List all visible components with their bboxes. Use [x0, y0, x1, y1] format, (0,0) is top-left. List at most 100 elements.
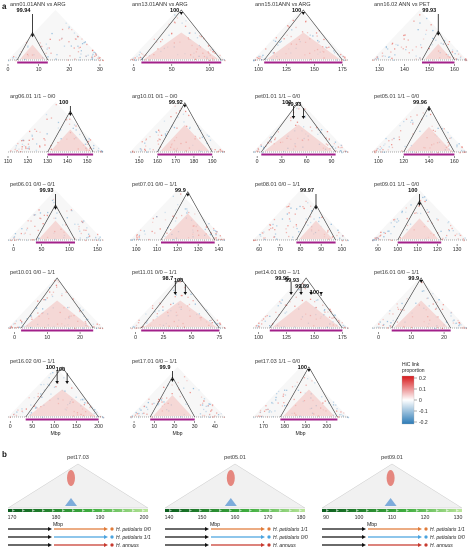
heatmap-cell: [256, 150, 258, 152]
heatmap-cell: [200, 396, 203, 398]
heatmap-cell: [462, 151, 464, 154]
heatmap-cell: [269, 315, 271, 317]
heatmap-cell: [283, 402, 285, 404]
heatmap-cell: [372, 239, 374, 242]
heatmap-cell: [146, 151, 148, 153]
heatmap-cell: [76, 35, 79, 37]
heatmap-cell: [343, 59, 345, 62]
x-tick-label: 10: [151, 424, 157, 430]
heatmap-cell: [52, 372, 54, 374]
heatmap-cell: [84, 321, 86, 323]
heatmap-cell: [185, 110, 187, 113]
heatmap-cell: [57, 141, 59, 144]
x-tick-label: 0: [377, 335, 380, 341]
heatmap-cell: [383, 236, 385, 238]
inversion-bar: [261, 153, 336, 156]
heatmap-cell: [331, 317, 333, 319]
heatmap-cell: [173, 21, 176, 23]
heatmap-cell: [323, 38, 325, 41]
x-tick-label: 200: [323, 424, 332, 430]
heatmap-cell: [164, 133, 167, 135]
heatmap-cell: [46, 48, 48, 50]
heatmap-cell: [264, 238, 266, 241]
heatmap-cell: [375, 239, 377, 241]
heatmap-cell: [381, 55, 384, 57]
segment-arrowhead: [104, 535, 108, 539]
heatmap-cell: [131, 58, 133, 61]
heatmap-cell: [93, 51, 95, 53]
heatmap-cell: [177, 381, 179, 384]
heatmap-cell: [78, 228, 80, 230]
inversion-bar: [264, 61, 343, 64]
heatmap-cell: [280, 302, 282, 304]
heatmap-cell: [61, 37, 63, 39]
heatmap-cell: [407, 39, 409, 41]
x-tick-label: 200: [140, 515, 149, 521]
heatmap-cell: [426, 209, 428, 211]
heatmap-cell: [215, 234, 217, 236]
heatmap-cell: [88, 235, 91, 237]
heatmap-cell: [172, 289, 175, 291]
strand-marker: [142, 509, 145, 512]
heatmap-cell: [73, 32, 76, 34]
heatmap-cell: [158, 131, 161, 133]
heatmap-cell: [30, 315, 32, 317]
heatmap-cell: [430, 151, 433, 153]
heatmap-cell: [23, 325, 25, 327]
heatmap-cell: [401, 211, 403, 214]
hic-triangle: [7, 463, 149, 509]
heatmap-cell: [81, 43, 84, 45]
heatmap-cell: [340, 411, 342, 413]
heatmap-cell: [259, 411, 261, 414]
heatmap-cell: [256, 57, 259, 59]
heatmap-cell: [437, 127, 439, 129]
heatmap-cell: [27, 143, 30, 145]
heatmap-cell: [84, 143, 87, 145]
heatmap-cell: [68, 328, 70, 330]
annotation-arrowhead: [170, 378, 175, 382]
heatmap-background: [130, 190, 225, 240]
heatmap-cell: [258, 326, 260, 328]
heatmap-cell: [83, 229, 85, 231]
heatmap-cell: [101, 327, 104, 330]
strand-marker: [229, 509, 232, 512]
heatmap-cell: [33, 397, 35, 399]
heatmap-cell: [33, 214, 35, 216]
heatmap-cell: [74, 237, 76, 239]
heatmap-cell: [53, 198, 55, 201]
heatmap-cell: [463, 326, 465, 328]
heatmap-cell: [213, 227, 215, 230]
inversion-bar: [25, 418, 99, 421]
heatmap-cell: [292, 236, 294, 238]
heatmap-cell: [416, 114, 418, 116]
heatmap-cell: [391, 139, 393, 141]
heatmap-cell: [448, 229, 450, 231]
heatmap-cell: [299, 287, 301, 289]
panel-title: pet11.01 0/0 – 1/1: [132, 270, 177, 276]
strand-marker: [132, 509, 135, 512]
heatmap-cell: [305, 200, 307, 202]
heatmap-cell: [214, 149, 216, 151]
heatmap-cell: [43, 138, 45, 140]
heatmap-cell: [278, 58, 280, 61]
heatmap-cell: [405, 211, 407, 213]
heatmap-cell: [21, 408, 23, 410]
heatmap-cell: [463, 327, 465, 329]
heatmap-cell: [219, 323, 222, 325]
heatmap-cell: [342, 415, 344, 417]
heatmap-cell: [45, 52, 47, 54]
heatmap-cell: [318, 217, 321, 219]
heatmap-cell: [435, 39, 437, 41]
heatmap-cell: [136, 235, 138, 237]
heatmap-cell: [321, 216, 323, 218]
heatmap-cell: [443, 128, 445, 130]
segment-arrowhead: [205, 535, 209, 539]
heatmap-cell: [310, 205, 312, 207]
heatmap-cell: [37, 392, 39, 395]
heatmap-cell: [68, 306, 70, 309]
heatmap-cell: [30, 411, 33, 414]
heatmap-cell: [463, 151, 465, 153]
heatmap-cell: [343, 412, 345, 414]
heatmap-cell: [324, 400, 326, 402]
